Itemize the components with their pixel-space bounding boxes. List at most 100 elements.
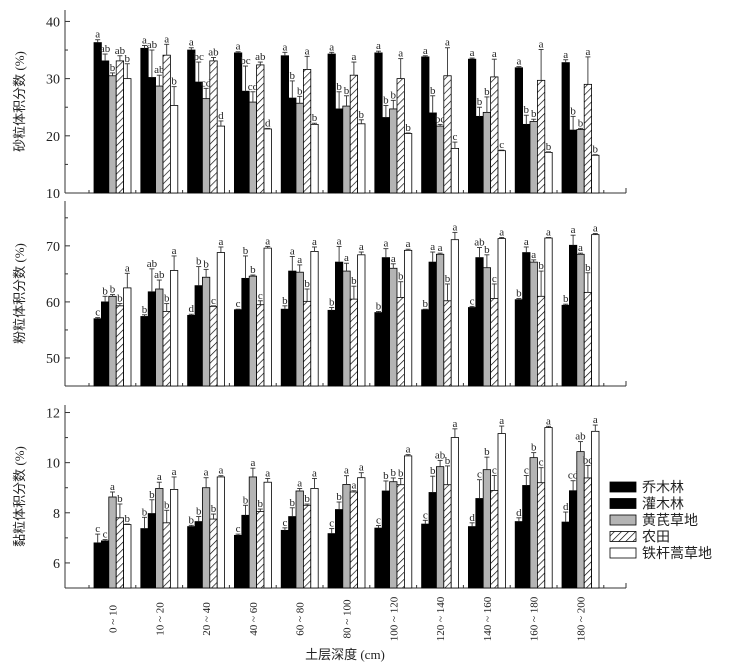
bar — [342, 105, 351, 194]
significance-letter: a — [593, 414, 598, 426]
significance-letter: ab — [255, 51, 266, 63]
significance-letter: a — [524, 236, 529, 248]
significance-letter: ab — [147, 39, 158, 51]
bar — [349, 298, 359, 387]
bar — [537, 482, 546, 589]
legend-swatch — [609, 498, 637, 509]
bar — [327, 533, 336, 589]
significance-letter: c — [492, 273, 497, 285]
bar — [443, 484, 452, 589]
significance-letter: b — [329, 297, 335, 309]
significance-letter: c — [258, 290, 263, 302]
bar — [162, 54, 171, 194]
bar — [194, 521, 203, 589]
significance-letter: a — [282, 41, 287, 53]
x-tick-label: 120 ~ 140 — [435, 596, 447, 641]
bar — [428, 492, 437, 589]
significance-letter: c — [211, 295, 216, 307]
bar — [389, 481, 398, 589]
x-tick-label: 140 ~ 160 — [482, 596, 494, 641]
significance-letter: b — [405, 122, 411, 134]
significance-letter: b — [312, 112, 318, 124]
bar — [583, 83, 593, 194]
bar — [482, 111, 492, 194]
significance-letter: b — [149, 489, 155, 501]
significance-letter: b — [110, 62, 116, 74]
significance-letter: a — [546, 415, 551, 427]
significance-letter: a — [125, 262, 130, 274]
significance-letter: ab — [115, 45, 126, 57]
bar — [421, 523, 430, 589]
significance-letter: b — [211, 503, 217, 515]
x-tick-label: 100 ~ 120 — [388, 596, 400, 641]
bar — [194, 81, 203, 194]
bar — [357, 123, 366, 194]
bar — [561, 304, 570, 387]
significance-letter: b — [282, 295, 288, 307]
bar — [475, 115, 484, 194]
significance-letter: a — [172, 245, 177, 257]
significance-letter: b — [477, 96, 483, 108]
bar — [295, 271, 304, 387]
bar — [576, 253, 585, 387]
bar — [374, 52, 383, 194]
significance-letter: a — [359, 241, 364, 253]
significance-letter: ab — [147, 258, 158, 270]
bar — [537, 295, 546, 387]
x-tick-label: 0 ~ 10 — [108, 605, 120, 633]
bar — [162, 522, 171, 589]
significance-letter: b — [142, 506, 148, 518]
significance-letter: cd — [248, 81, 259, 93]
bar — [295, 490, 304, 589]
significance-letter: d — [218, 110, 224, 122]
legend-swatch — [609, 481, 637, 493]
bar — [241, 90, 250, 194]
significance-letter: c — [539, 457, 544, 469]
y-axis-label: 黏粒体积分数 (%) — [12, 446, 27, 547]
bar — [522, 123, 531, 194]
significance-letter: b — [110, 284, 116, 296]
bar — [256, 304, 265, 387]
significance-letter: a — [351, 51, 356, 63]
significance-letter: a — [430, 241, 435, 253]
bar — [216, 252, 225, 387]
bar — [396, 484, 405, 589]
significance-letter: b — [117, 493, 123, 505]
bar — [334, 261, 344, 387]
significance-letter: b — [304, 493, 310, 505]
significance-letter: c — [524, 464, 529, 476]
bar — [475, 498, 484, 589]
x-tick-label: 160 ~ 180 — [529, 596, 541, 641]
bar — [435, 253, 445, 387]
significance-letter: a — [470, 47, 475, 59]
bar — [288, 97, 297, 194]
significance-letter: b — [344, 85, 350, 97]
bar — [123, 78, 132, 194]
significance-letter: a — [578, 242, 583, 254]
bar — [310, 123, 319, 194]
legend-swatch — [609, 514, 637, 526]
bar — [155, 85, 164, 194]
bar — [544, 427, 553, 589]
bar — [576, 451, 585, 589]
legend-swatch — [609, 547, 637, 559]
y-tick-label: 40 — [46, 15, 60, 30]
significance-letter: b — [304, 278, 310, 290]
significance-letter: bc — [194, 51, 205, 63]
significance-letter: b — [117, 293, 123, 305]
significance-letter: a — [585, 46, 590, 58]
bar — [288, 270, 297, 387]
legend-label: 乔木林 — [642, 480, 684, 496]
bar — [537, 79, 546, 194]
bar — [529, 457, 538, 589]
significance-letter: c — [95, 307, 100, 319]
y-tick-label: 8 — [53, 507, 60, 522]
significance-letter: c — [499, 139, 504, 151]
bar — [295, 102, 304, 194]
significance-letter: c — [477, 469, 482, 481]
significance-letter: d — [265, 117, 271, 129]
bar — [497, 238, 506, 387]
significance-letter: b — [430, 465, 436, 477]
